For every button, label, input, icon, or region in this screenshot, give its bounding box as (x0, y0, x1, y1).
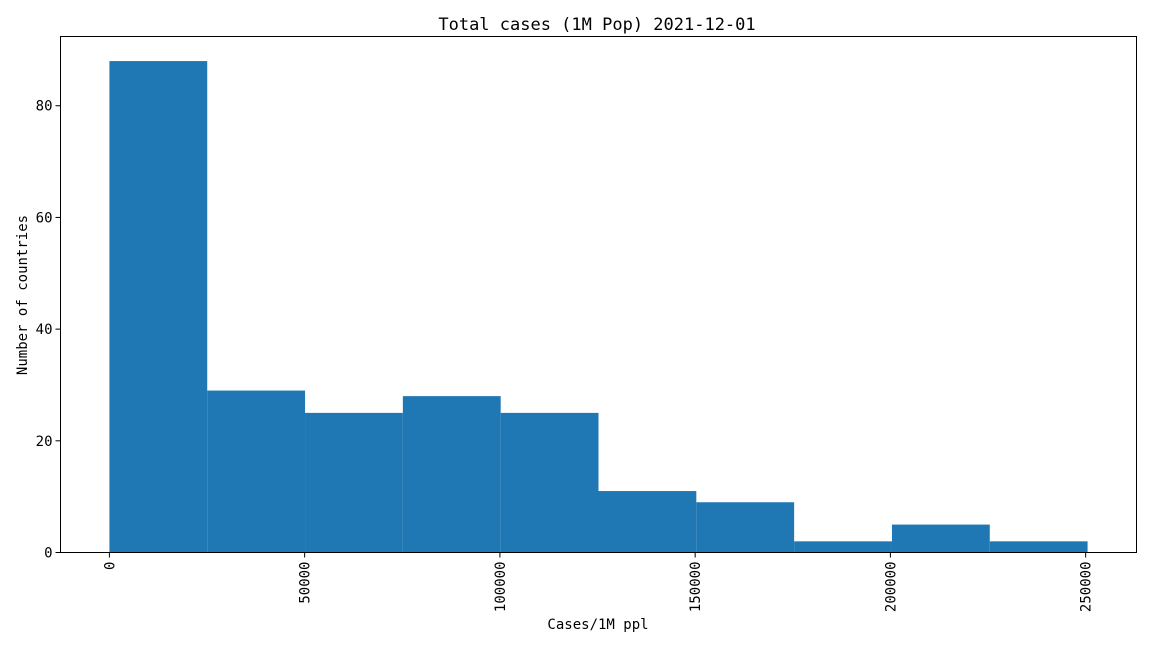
histogram-bar-1 (207, 390, 306, 553)
histogram-bar-6 (696, 502, 795, 553)
histogram-bar-2 (305, 412, 403, 553)
histogram-bar-3 (402, 396, 501, 553)
x-tick-label-0: 0 (102, 562, 118, 570)
x-tick-label-3: 150000 (688, 562, 704, 613)
x-tick-label-1: 50000 (298, 562, 314, 604)
y-axis-label: Number of countries (15, 215, 31, 375)
histogram-bar-7 (794, 541, 892, 553)
x-tick-label-5: 250000 (1079, 562, 1095, 613)
bars-group (109, 61, 1088, 553)
histogram-bar-5 (598, 491, 697, 553)
histogram-bar-0 (109, 61, 208, 553)
histogram-bar-8 (891, 524, 990, 553)
y-tick-label-1: 20 (36, 434, 53, 450)
x-tick-label-4: 200000 (883, 562, 899, 613)
histogram-bar-4 (500, 412, 599, 553)
chart-title: Total cases (1M Pop) 2021-12-01 (438, 15, 755, 35)
x-tick-label-2: 100000 (493, 562, 509, 613)
x-axis-ticks: 0 50000 100000 150000 200000 250000 (102, 552, 1095, 613)
y-tick-label-0: 0 (44, 546, 52, 562)
y-tick-label-4: 80 (36, 99, 53, 115)
y-axis-ticks: 0 20 40 60 80 (36, 99, 61, 562)
histogram-bar-9 (989, 541, 1088, 553)
plot-frame (60, 36, 1137, 553)
y-tick-label-3: 60 (36, 210, 53, 226)
y-tick-label-2: 40 (36, 322, 53, 338)
x-axis-label: Cases/1M ppl (547, 617, 648, 633)
